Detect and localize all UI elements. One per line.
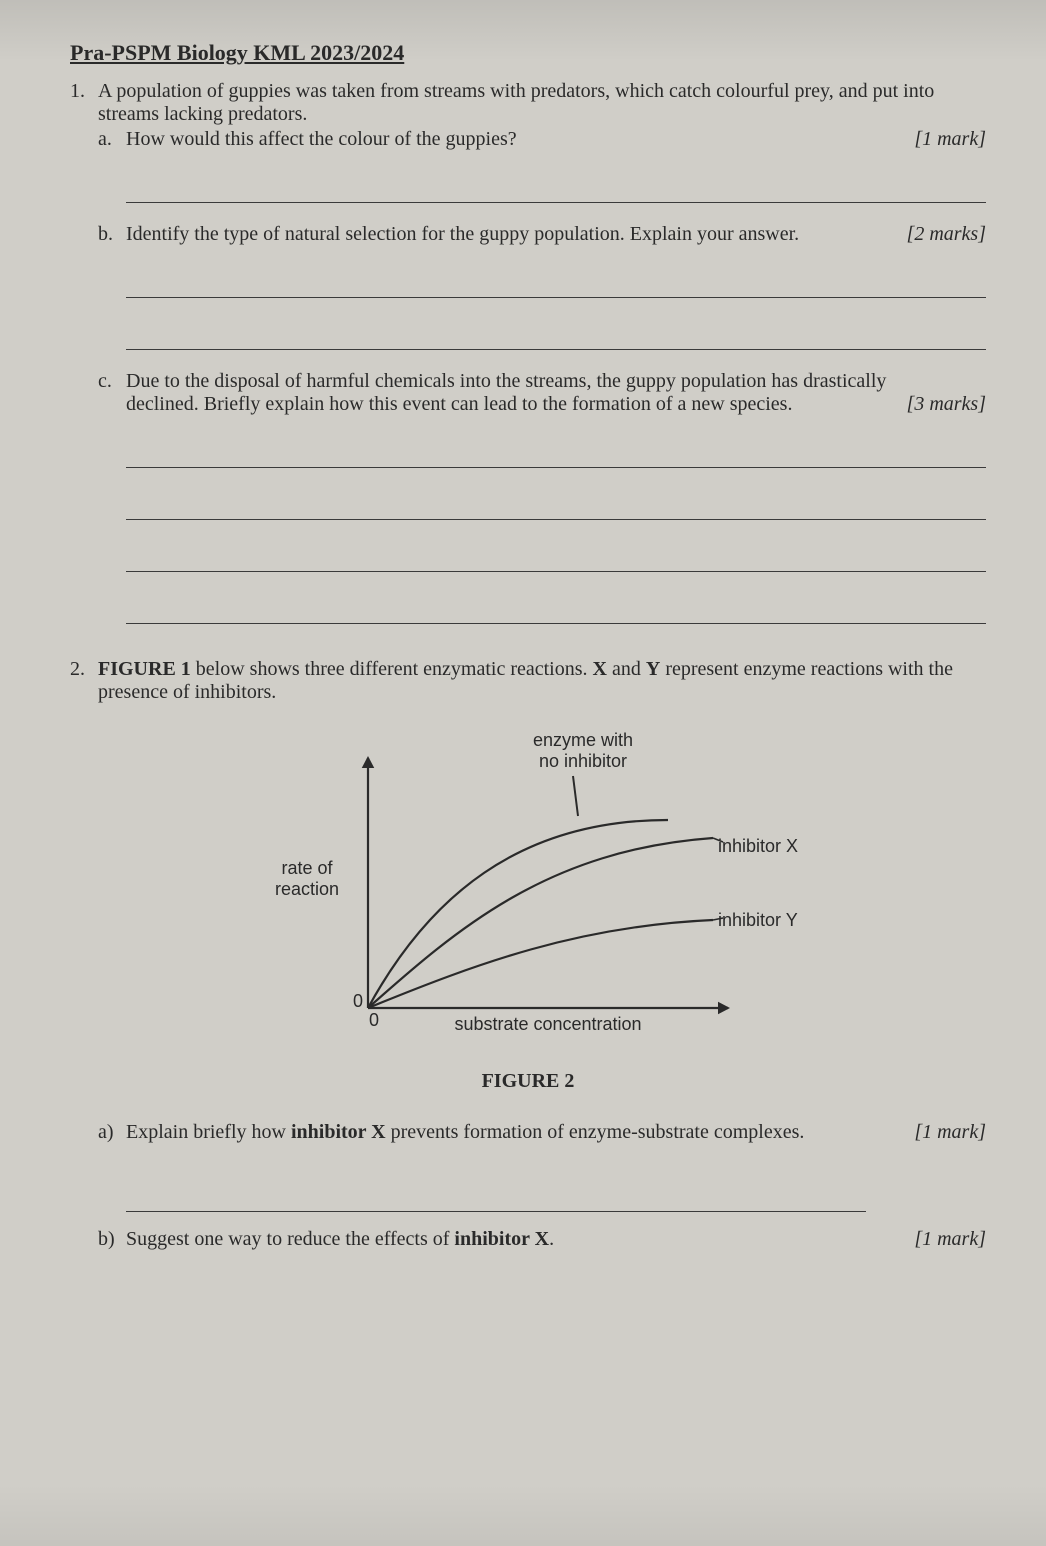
chart-x-axis-label: substrate concentration	[428, 1014, 668, 1035]
q2-and: and	[607, 658, 646, 680]
answer-line	[126, 534, 986, 572]
q2b-post: .	[549, 1228, 554, 1250]
q2a-post: prevents formation of enzyme-substrate c…	[386, 1121, 805, 1143]
page-header: Pra-PSPM Biology KML 2023/2024	[70, 40, 986, 66]
q1a-marks: [1 mark]	[914, 128, 986, 151]
q2b-pre: Suggest one way to reduce the effects of	[126, 1228, 454, 1250]
q2a-inhib: inhibitor X	[291, 1121, 386, 1143]
q1c-letter: c.	[98, 370, 126, 393]
answer-line	[126, 165, 986, 203]
chart-inhibitor-x-label: inhibitor X	[718, 836, 818, 857]
chart-inhibitor-y-label: inhibitor Y	[718, 910, 818, 931]
answer-line	[126, 312, 986, 350]
q1b-marks: [2 marks]	[907, 223, 986, 246]
q2-x: X	[593, 658, 607, 680]
chart-no-inhibitor-label: enzyme withno inhibitor	[508, 730, 658, 771]
chart-origin-zero-y: 0	[350, 991, 366, 1012]
q2-number: 2.	[70, 658, 98, 681]
q2-y: Y	[646, 658, 660, 680]
q1-number: 1.	[70, 80, 98, 103]
q1c-marks: [3 marks]	[907, 393, 986, 416]
question-2: 2. FIGURE 1 below shows three different …	[70, 658, 986, 1251]
answer-line	[126, 586, 986, 624]
q2-figure-ref: FIGURE 1	[98, 658, 191, 680]
answer-line	[126, 482, 986, 520]
enzyme-chart: rate ofreaction substrate concentration …	[258, 728, 798, 1048]
q2b-letter: b)	[98, 1228, 126, 1251]
figure-caption: FIGURE 2	[70, 1070, 986, 1093]
q2b-marks: [1 mark]	[914, 1228, 986, 1251]
q2b-inhib: inhibitor X	[454, 1228, 549, 1250]
q2-intro-mid: below shows three different enzymatic re…	[191, 658, 593, 680]
question-1: 1. A population of guppies was taken fro…	[70, 80, 986, 624]
q2a-letter: a)	[98, 1121, 126, 1144]
q1c-text-line2: declined. Briefly explain how this event…	[126, 393, 792, 415]
chart-origin-zero-x: 0	[366, 1010, 382, 1031]
q1a-letter: a.	[98, 128, 126, 151]
q2a-pre: Explain briefly how	[126, 1121, 291, 1143]
answer-line	[126, 1174, 866, 1212]
answer-line	[126, 260, 986, 298]
chart-y-axis-label: rate ofreaction	[252, 858, 362, 899]
answer-line	[126, 430, 986, 468]
q2a-marks: [1 mark]	[914, 1121, 986, 1144]
q1b-letter: b.	[98, 223, 126, 246]
q1a-text: How would this affect the colour of the …	[126, 128, 517, 150]
q1b-text: Identify the type of natural selection f…	[126, 223, 799, 245]
q1-stem: A population of guppies was taken from s…	[98, 80, 934, 125]
q1c-text-line1: Due to the disposal of harmful chemicals…	[126, 370, 886, 392]
